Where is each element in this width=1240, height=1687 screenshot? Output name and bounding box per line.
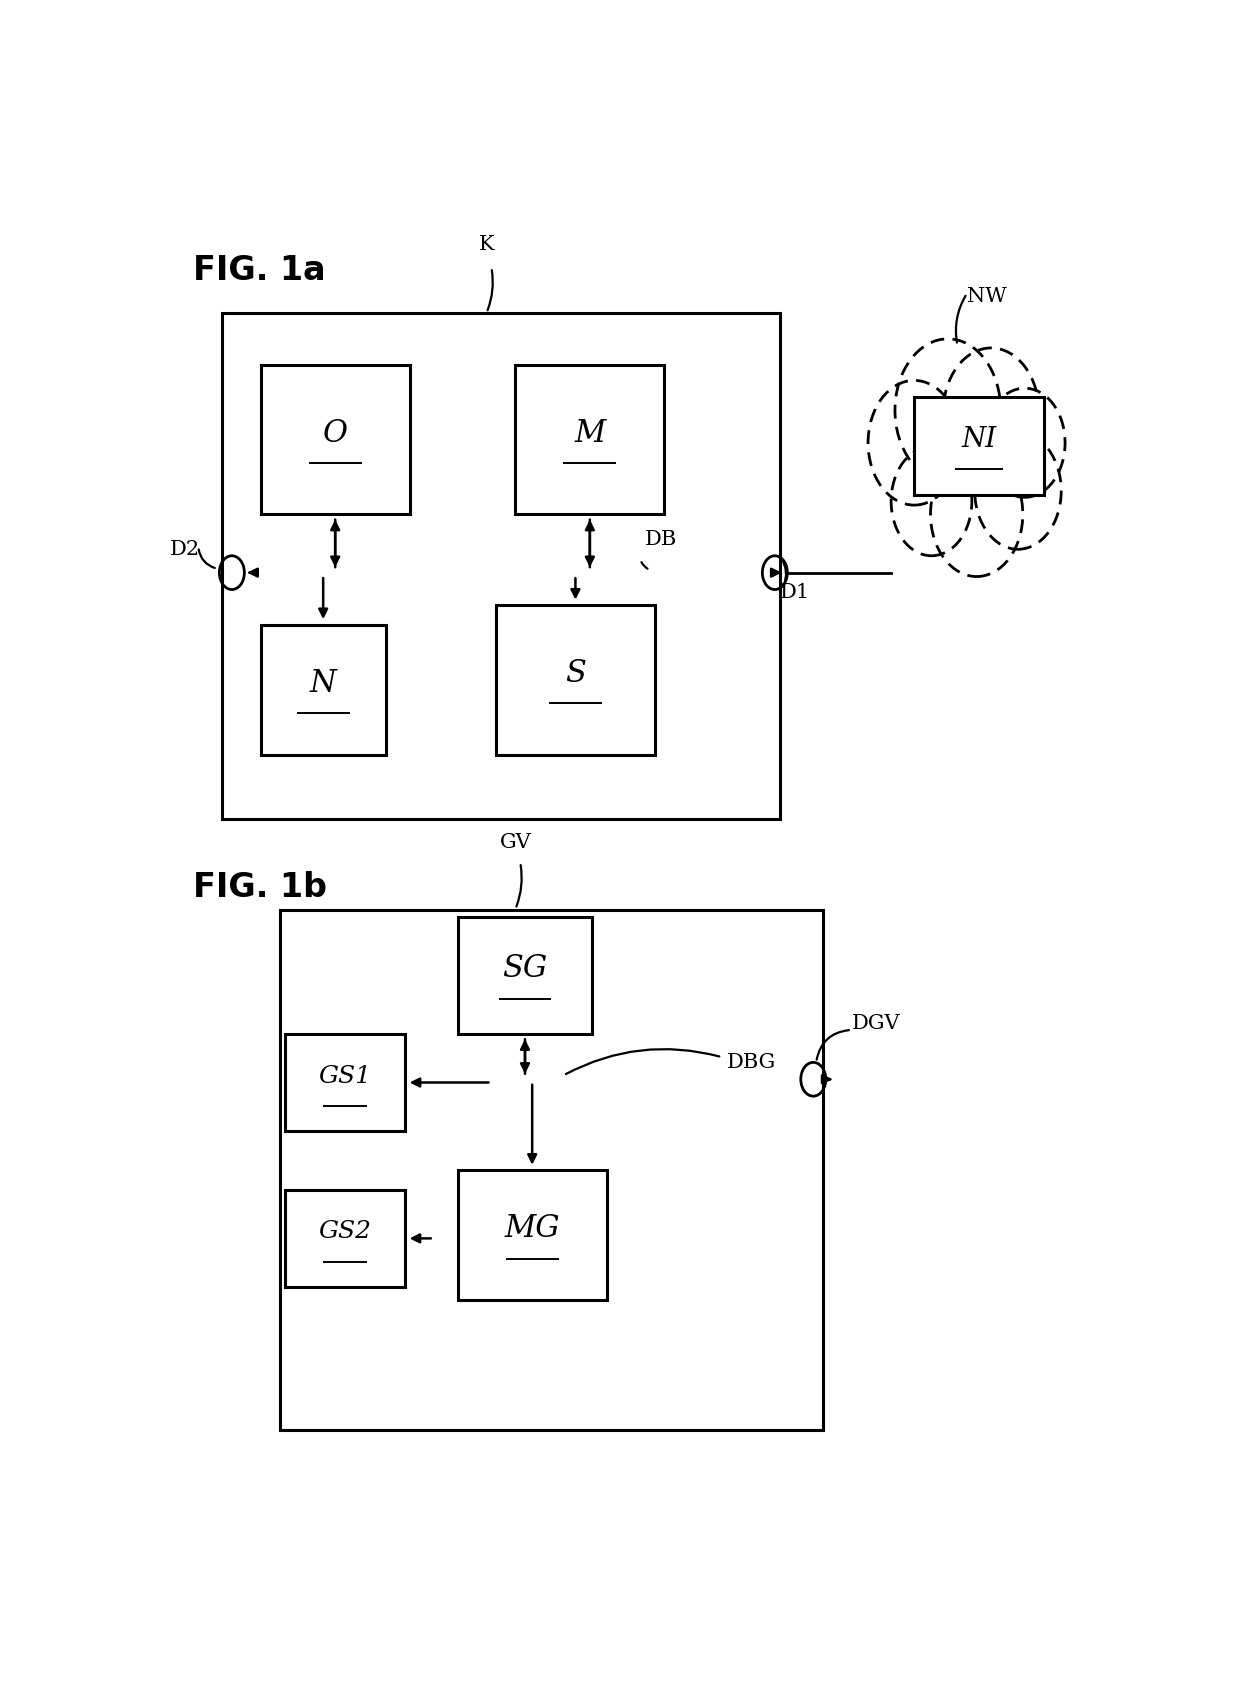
Text: GS2: GS2 (319, 1220, 371, 1243)
Text: M: M (574, 417, 605, 449)
Bar (260, 624, 386, 754)
Text: O: O (322, 417, 347, 449)
Bar (496, 606, 655, 754)
Bar (260, 364, 409, 515)
Circle shape (895, 339, 1001, 482)
Bar (914, 398, 1044, 494)
Text: D2: D2 (170, 540, 200, 558)
Text: FIG. 1a: FIG. 1a (193, 255, 326, 287)
Text: NI: NI (961, 427, 997, 454)
Bar (285, 1034, 404, 1132)
Circle shape (975, 432, 1061, 550)
Bar (285, 1189, 404, 1287)
Text: NW: NW (967, 287, 1007, 305)
Bar (458, 918, 593, 1034)
Bar (458, 1171, 606, 1301)
Text: DB: DB (645, 530, 677, 550)
Bar (280, 911, 823, 1431)
Circle shape (930, 452, 1023, 577)
Circle shape (868, 380, 960, 504)
Text: FIG. 1b: FIG. 1b (193, 872, 327, 904)
Text: DBG: DBG (727, 1053, 776, 1073)
Circle shape (942, 348, 1039, 477)
Text: GV: GV (500, 833, 531, 852)
Text: GS1: GS1 (319, 1064, 371, 1088)
Circle shape (892, 447, 972, 555)
Bar (222, 312, 780, 820)
Text: N: N (310, 668, 336, 698)
Text: S: S (565, 658, 585, 688)
Text: DGV: DGV (852, 1014, 900, 1032)
Bar (516, 364, 665, 515)
Text: K: K (479, 236, 495, 255)
Text: D1: D1 (780, 582, 810, 602)
Circle shape (985, 388, 1065, 498)
Text: SG: SG (502, 953, 548, 984)
Text: MG: MG (505, 1213, 560, 1243)
